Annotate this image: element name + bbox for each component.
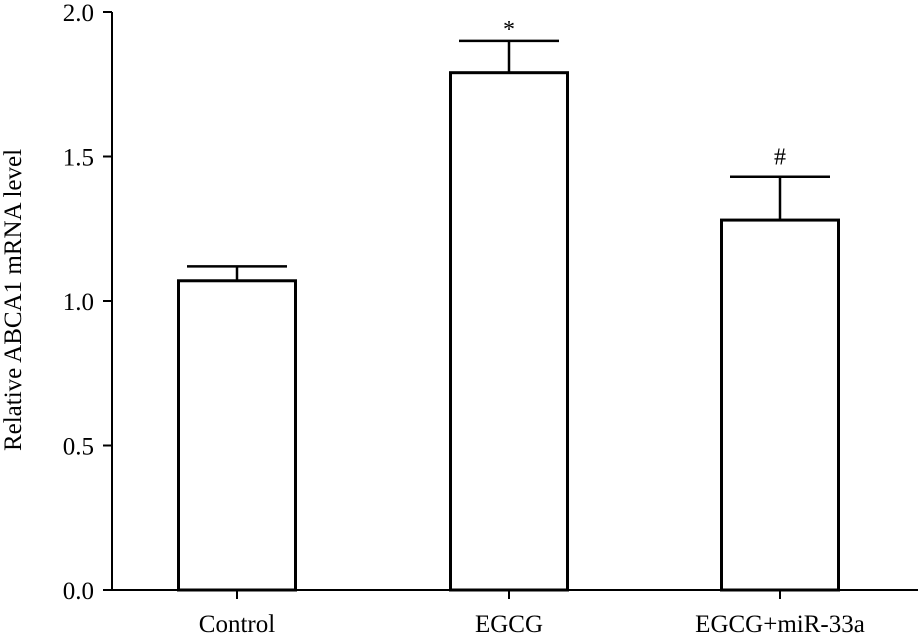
bar-egcg-mir-33a [720, 218, 840, 592]
y-tick-label: 1.0 [63, 289, 94, 316]
y-tick-label: 2.0 [63, 0, 94, 27]
x-category-label: EGCG [475, 611, 543, 637]
significance-asterisk: * [503, 17, 515, 43]
bar-control [177, 279, 297, 592]
y-axis-title: Relative ABCA1 mRNA level [0, 149, 27, 451]
y-tick-label: 0.0 [63, 578, 94, 605]
x-category-label: EGCG+miR-33a [695, 611, 865, 637]
bars [177, 39, 840, 592]
y-tick-label: 1.5 [63, 145, 94, 172]
x-category-label: Control [199, 611, 275, 637]
bar-egcg [449, 71, 569, 592]
y-tick-label: 0.5 [63, 434, 94, 461]
significance-hash: # [774, 145, 786, 171]
labels: 0.0 0.5 1.0 1.5 2.0 Relative ABCA1 mRNA level… [0, 0, 865, 637]
